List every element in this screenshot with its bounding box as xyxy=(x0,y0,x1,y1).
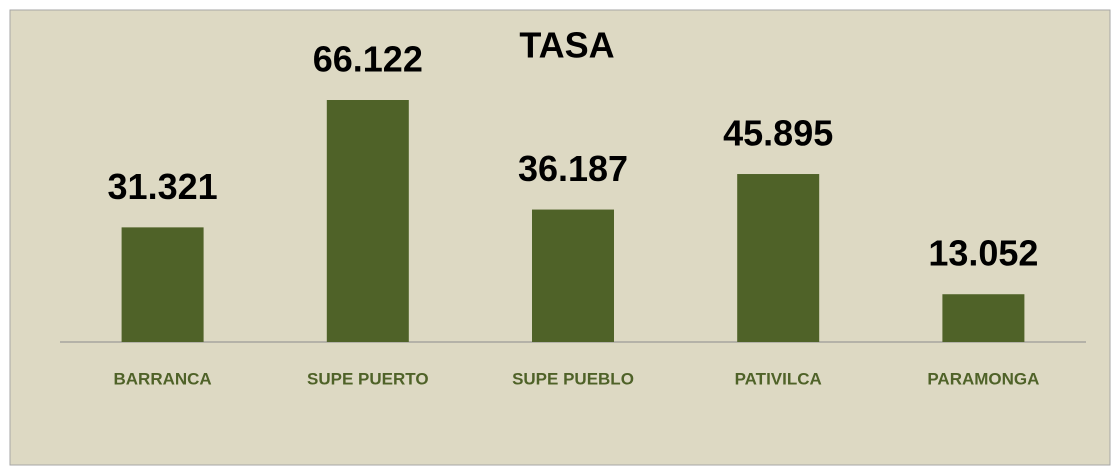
bar xyxy=(737,174,820,342)
data-label: 31.321 xyxy=(108,166,218,207)
data-label: 36.187 xyxy=(518,148,628,189)
x-tick-label: SUPE PUERTO xyxy=(307,369,429,388)
data-label: 13.052 xyxy=(928,233,1038,274)
bar xyxy=(942,294,1025,342)
data-label: 66.122 xyxy=(313,39,423,80)
bar xyxy=(532,209,614,342)
bar xyxy=(326,100,409,342)
x-tick-label: BARRANCA xyxy=(113,369,211,388)
chart-title: TASA xyxy=(519,25,614,66)
x-tick-label: PATIVILCA xyxy=(735,369,822,388)
data-label: 45.895 xyxy=(723,113,833,154)
bar xyxy=(121,227,204,342)
x-tick-label: SUPE PUEBLO xyxy=(512,369,634,388)
x-tick-label: PARAMONGA xyxy=(927,369,1039,388)
